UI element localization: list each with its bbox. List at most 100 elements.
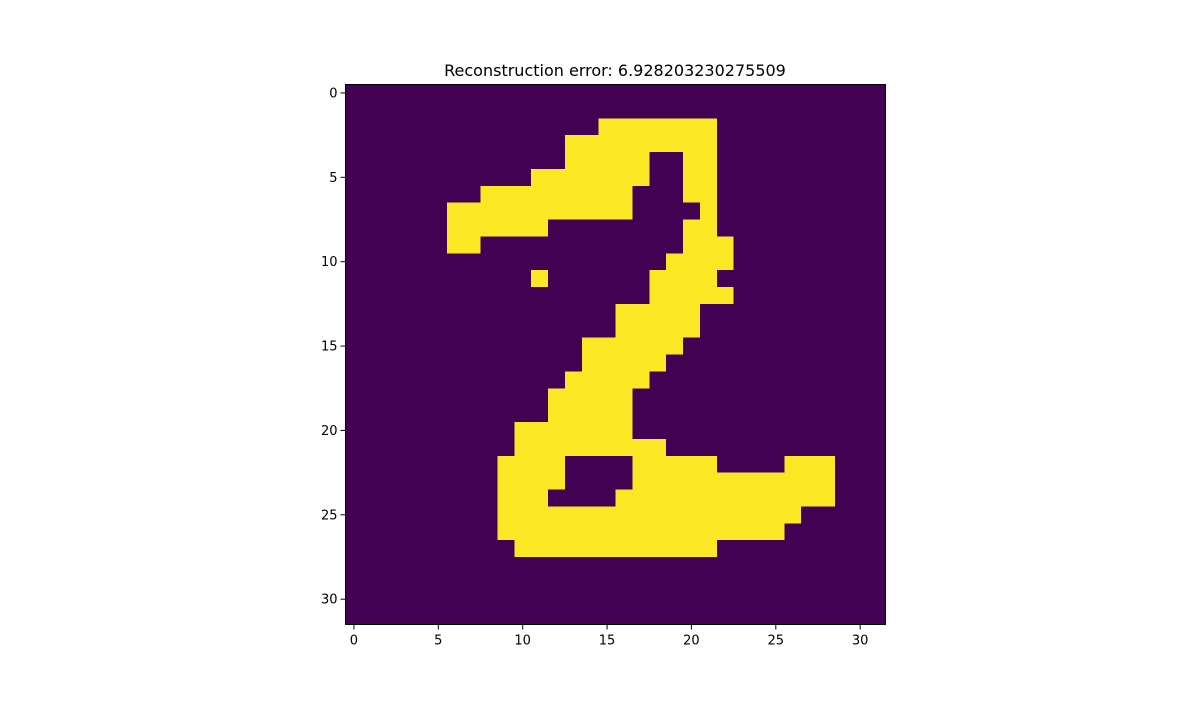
heatmap-cell — [869, 169, 886, 186]
heatmap-cell — [464, 135, 481, 152]
heatmap-cell — [801, 506, 818, 523]
heatmap-cell — [362, 540, 379, 557]
heatmap-cell — [396, 557, 413, 574]
heatmap-cell — [362, 101, 379, 118]
heatmap-cell — [666, 253, 683, 270]
heatmap-cell — [379, 388, 396, 405]
heatmap-cell — [818, 169, 835, 186]
heatmap-cell — [700, 608, 717, 625]
heatmap-cell — [784, 220, 801, 237]
heatmap-cell — [413, 405, 430, 422]
heatmap-cell — [818, 220, 835, 237]
heatmap-cell — [413, 355, 430, 372]
heatmap-cell — [801, 135, 818, 152]
heatmap-cell — [649, 506, 666, 523]
heatmap-cell — [683, 220, 700, 237]
heatmap-cell — [531, 287, 548, 304]
heatmap-cell — [801, 338, 818, 355]
heatmap-cell — [464, 236, 481, 253]
heatmap-cell — [514, 220, 531, 237]
x-tick-label: 20 — [683, 634, 700, 649]
heatmap-cell — [396, 270, 413, 287]
heatmap-cell — [379, 456, 396, 473]
heatmap-cell — [869, 101, 886, 118]
heatmap-cell — [683, 557, 700, 574]
heatmap-cell — [464, 574, 481, 591]
heatmap-cell — [767, 422, 784, 439]
heatmap-cell — [683, 118, 700, 135]
heatmap-cell — [700, 506, 717, 523]
heatmap-cell — [582, 506, 599, 523]
heatmap-cell — [666, 85, 683, 102]
heatmap-cell — [632, 321, 649, 338]
heatmap-cell — [379, 186, 396, 203]
heatmap-cell — [447, 220, 464, 237]
heatmap-cell — [683, 101, 700, 118]
heatmap-cell — [362, 557, 379, 574]
heatmap-cell — [497, 85, 514, 102]
heatmap-cell — [481, 118, 498, 135]
heatmap-cell — [784, 338, 801, 355]
heatmap-cell — [784, 439, 801, 456]
heatmap-cell — [835, 186, 852, 203]
heatmap-cell — [362, 388, 379, 405]
heatmap-cell — [599, 506, 616, 523]
heatmap-cell — [514, 203, 531, 220]
heatmap-cell — [784, 456, 801, 473]
heatmap-cell — [481, 439, 498, 456]
heatmap-cell — [430, 287, 447, 304]
heatmap-cell — [430, 304, 447, 321]
heatmap-cell — [717, 456, 734, 473]
heatmap-cell — [632, 270, 649, 287]
heatmap-cell — [767, 186, 784, 203]
heatmap-cell — [835, 135, 852, 152]
heatmap-cell — [413, 270, 430, 287]
heatmap-cell — [616, 270, 633, 287]
heatmap-cell — [683, 371, 700, 388]
heatmap-cell — [734, 236, 751, 253]
heatmap-cell — [852, 304, 869, 321]
heatmap-cell — [818, 101, 835, 118]
heatmap-cell — [869, 608, 886, 625]
heatmap-cell — [413, 169, 430, 186]
heatmap-cell — [599, 388, 616, 405]
heatmap-cell — [413, 388, 430, 405]
heatmap-cell — [346, 456, 363, 473]
heatmap-cell — [599, 169, 616, 186]
heatmap-cell — [683, 186, 700, 203]
heatmap-cell — [734, 405, 751, 422]
heatmap-cell — [666, 355, 683, 372]
heatmap-cell — [666, 473, 683, 490]
heatmap-cell — [497, 591, 514, 608]
heatmap-cell — [818, 574, 835, 591]
heatmap-cell — [481, 338, 498, 355]
heatmap-cell — [599, 152, 616, 169]
heatmap-cell — [666, 405, 683, 422]
heatmap-cell — [531, 85, 548, 102]
heatmap-cell — [852, 236, 869, 253]
heatmap-cell — [734, 85, 751, 102]
heatmap-cell — [869, 186, 886, 203]
heatmap-cell — [497, 490, 514, 507]
heatmap-cell — [531, 439, 548, 456]
heatmap-cell — [599, 101, 616, 118]
heatmap-cell — [784, 321, 801, 338]
heatmap-cell — [582, 85, 599, 102]
heatmap-cell — [818, 135, 835, 152]
heatmap-cell — [447, 490, 464, 507]
heatmap-cell — [582, 203, 599, 220]
heatmap-cell — [379, 506, 396, 523]
heatmap-cell — [481, 557, 498, 574]
heatmap-cell — [481, 490, 498, 507]
heatmap-cell — [599, 371, 616, 388]
heatmap-cell — [852, 355, 869, 372]
heatmap-cell — [801, 118, 818, 135]
heatmap-cell — [396, 456, 413, 473]
heatmap-cell — [464, 321, 481, 338]
heatmap-cell — [413, 118, 430, 135]
heatmap-cell — [751, 422, 768, 439]
heatmap-cell — [852, 101, 869, 118]
heatmap-cell — [582, 523, 599, 540]
heatmap-cell — [514, 422, 531, 439]
heatmap-cell — [379, 304, 396, 321]
